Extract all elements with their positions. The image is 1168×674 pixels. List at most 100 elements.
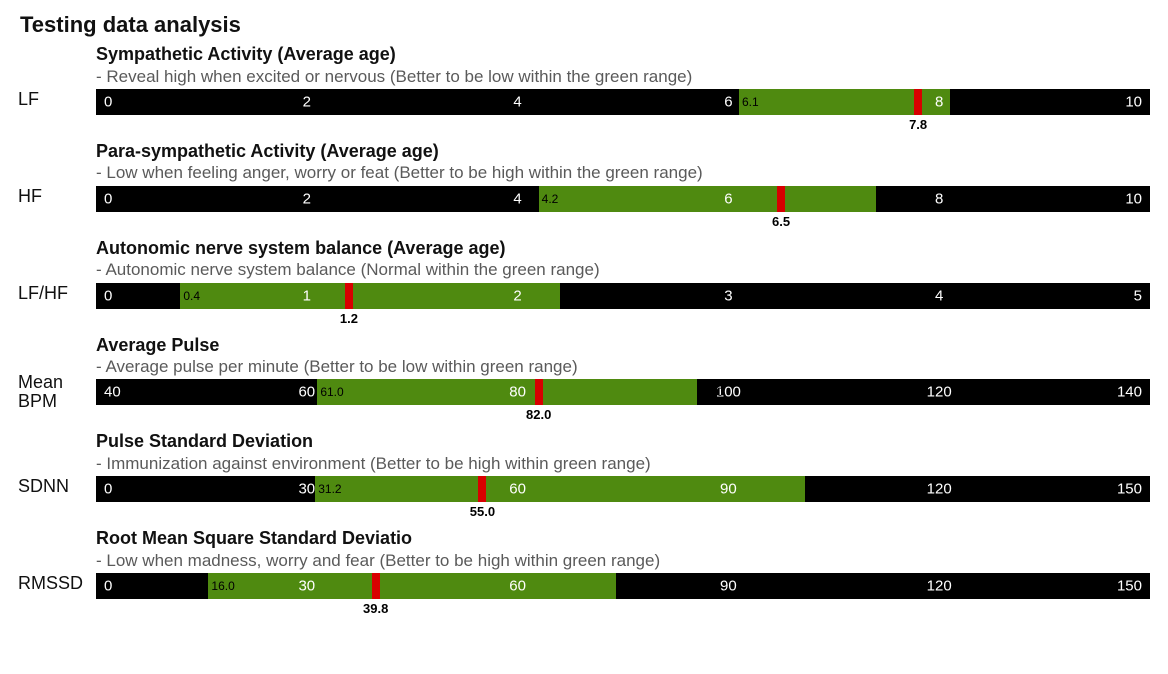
tick-label: 2 <box>513 287 521 304</box>
tick-label: 5 <box>1134 287 1142 304</box>
tick-label: 120 <box>927 481 952 498</box>
metric-description: - Immunization against environment (Bett… <box>96 453 1150 474</box>
metric-row-lfhf: LF/HFAutonomic nerve system balance (Ave… <box>18 238 1150 327</box>
tick-label: 6 <box>724 93 732 110</box>
metric-description: - Low when madness, worry and fear (Bett… <box>96 550 1150 571</box>
metric-title: Para-sympathetic Activity (Average age) <box>96 141 1150 163</box>
tick-label: 150 <box>1117 578 1142 595</box>
metric-row-meanbpm: MeanBPMAverage Pulse- Average pulse per … <box>18 335 1150 424</box>
tick-label: 140 <box>1117 384 1142 401</box>
metric-title: Average Pulse <box>96 335 1150 357</box>
tick-label: 60 <box>509 481 526 498</box>
green-end-label: 74.0 <box>619 579 642 593</box>
page-title: Testing data analysis <box>20 12 1150 38</box>
green-range <box>317 379 696 405</box>
metric-chart: Para-sympathetic Activity (Average age)-… <box>96 141 1150 230</box>
metric-axis-label: LF/HF <box>18 238 96 304</box>
tick-label: 6 <box>724 190 732 207</box>
marker <box>345 283 353 309</box>
metric-bar: 0 1 2 3 4 5 0.4 2.2 <box>96 283 1150 309</box>
tick-label: 80 <box>509 384 526 401</box>
metric-title: Pulse Standard Deviation <box>96 431 1150 453</box>
metric-chart: Root Mean Square Standard Deviatio- Low … <box>96 528 1150 617</box>
tick-label: 4 <box>513 93 521 110</box>
tick-label: 2 <box>303 190 311 207</box>
marker <box>372 573 380 599</box>
green-end-label: 8.1 <box>953 95 970 109</box>
metric-axis-label: MeanBPM <box>18 335 96 413</box>
metric-row-sdnn: SDNNPulse Standard Deviation- Immunizati… <box>18 431 1150 520</box>
tick-label: 150 <box>1117 481 1142 498</box>
metric-bar: 0 30 60 90 120 150 31.2 100.9 <box>96 476 1150 502</box>
metric-chart: Pulse Standard Deviation- Immunization a… <box>96 431 1150 520</box>
metric-title: Root Mean Square Standard Deviatio <box>96 528 1150 550</box>
green-range <box>208 573 616 599</box>
marker-value: 55.0 <box>470 504 495 519</box>
analysis-panel: Testing data analysis LFSympathetic Acti… <box>0 0 1168 674</box>
tick-label: 10 <box>1125 190 1142 207</box>
green-end-label: 97.0 <box>700 385 723 399</box>
metric-chart: Average Pulse- Average pulse per minute … <box>96 335 1150 424</box>
green-start-label: 4.2 <box>542 192 559 206</box>
metric-axis-label: RMSSD <box>18 528 96 594</box>
tick-label: 0 <box>104 93 112 110</box>
marker-value: 39.8 <box>363 601 388 616</box>
tick-label: 90 <box>720 481 737 498</box>
tick-label: 8 <box>935 190 943 207</box>
green-start-label: 31.2 <box>318 482 341 496</box>
marker <box>535 379 543 405</box>
metrics-list: LFSympathetic Activity (Average age)- Re… <box>18 44 1150 617</box>
tick-label: 0 <box>104 190 112 207</box>
metric-row-lf: LFSympathetic Activity (Average age)- Re… <box>18 44 1150 133</box>
marker-value: 1.2 <box>340 311 358 326</box>
metric-bar: 40608010012014061.097.0 <box>96 379 1150 405</box>
marker-value-area: 39.8 <box>96 599 1150 617</box>
tick-label: 0 <box>104 578 112 595</box>
metric-description: - Low when feeling anger, worry or feat … <box>96 162 1150 183</box>
marker-value-area: 1.2 <box>96 309 1150 327</box>
tick-label: 10 <box>1125 93 1142 110</box>
marker-value-area: 55.0 <box>96 502 1150 520</box>
metric-chart: Autonomic nerve system balance (Average … <box>96 238 1150 327</box>
tick-label: 8 <box>935 93 943 110</box>
green-start-label: 0.4 <box>183 289 200 303</box>
marker-value: 82.0 <box>526 407 551 422</box>
metric-description: - Autonomic nerve system balance (Normal… <box>96 259 1150 280</box>
tick-label: 40 <box>104 384 121 401</box>
metric-title: Autonomic nerve system balance (Average … <box>96 238 1150 260</box>
marker <box>777 186 785 212</box>
green-end-label: 7.4 <box>879 192 896 206</box>
green-start-label: 6.1 <box>742 95 759 109</box>
metric-chart: Sympathetic Activity (Average age)- Reve… <box>96 44 1150 133</box>
marker <box>478 476 486 502</box>
metric-axis-label: HF <box>18 141 96 207</box>
green-range <box>539 186 876 212</box>
tick-label: 1 <box>303 287 311 304</box>
tick-label: 2 <box>303 93 311 110</box>
tick-label: 30 <box>298 481 315 498</box>
metric-bar: 030609012015016.074.0 <box>96 573 1150 599</box>
tick-label: 120 <box>927 578 952 595</box>
metric-axis-label: SDNN <box>18 431 96 497</box>
marker-value: 6.5 <box>772 214 790 229</box>
tick-label: 4 <box>935 287 943 304</box>
metric-axis-label: LF <box>18 44 96 110</box>
green-end-label: 100.9 <box>808 482 838 496</box>
tick-label: 120 <box>927 384 952 401</box>
green-end-label: 2.2 <box>563 289 580 303</box>
tick-label: 3 <box>724 287 732 304</box>
metric-bar: 0 2 4 6 8 10 6.1 8.1 <box>96 89 1150 115</box>
tick-label: 30 <box>298 578 315 595</box>
tick-label: 0 <box>104 287 112 304</box>
green-start-label: 61.0 <box>320 385 343 399</box>
metric-description: - Reveal high when excited or nervous (B… <box>96 66 1150 87</box>
metric-bar: 0 2 4 6 8 10 4.2 7.4 <box>96 186 1150 212</box>
tick-label: 4 <box>513 190 521 207</box>
metric-row-hf: HFPara-sympathetic Activity (Average age… <box>18 141 1150 230</box>
marker-value-area: 6.5 <box>96 212 1150 230</box>
tick-label: 0 <box>104 481 112 498</box>
metric-row-rmssd: RMSSDRoot Mean Square Standard Deviatio-… <box>18 528 1150 617</box>
metric-description: - Average pulse per minute (Better to be… <box>96 356 1150 377</box>
metric-title: Sympathetic Activity (Average age) <box>96 44 1150 66</box>
green-range <box>180 283 559 309</box>
